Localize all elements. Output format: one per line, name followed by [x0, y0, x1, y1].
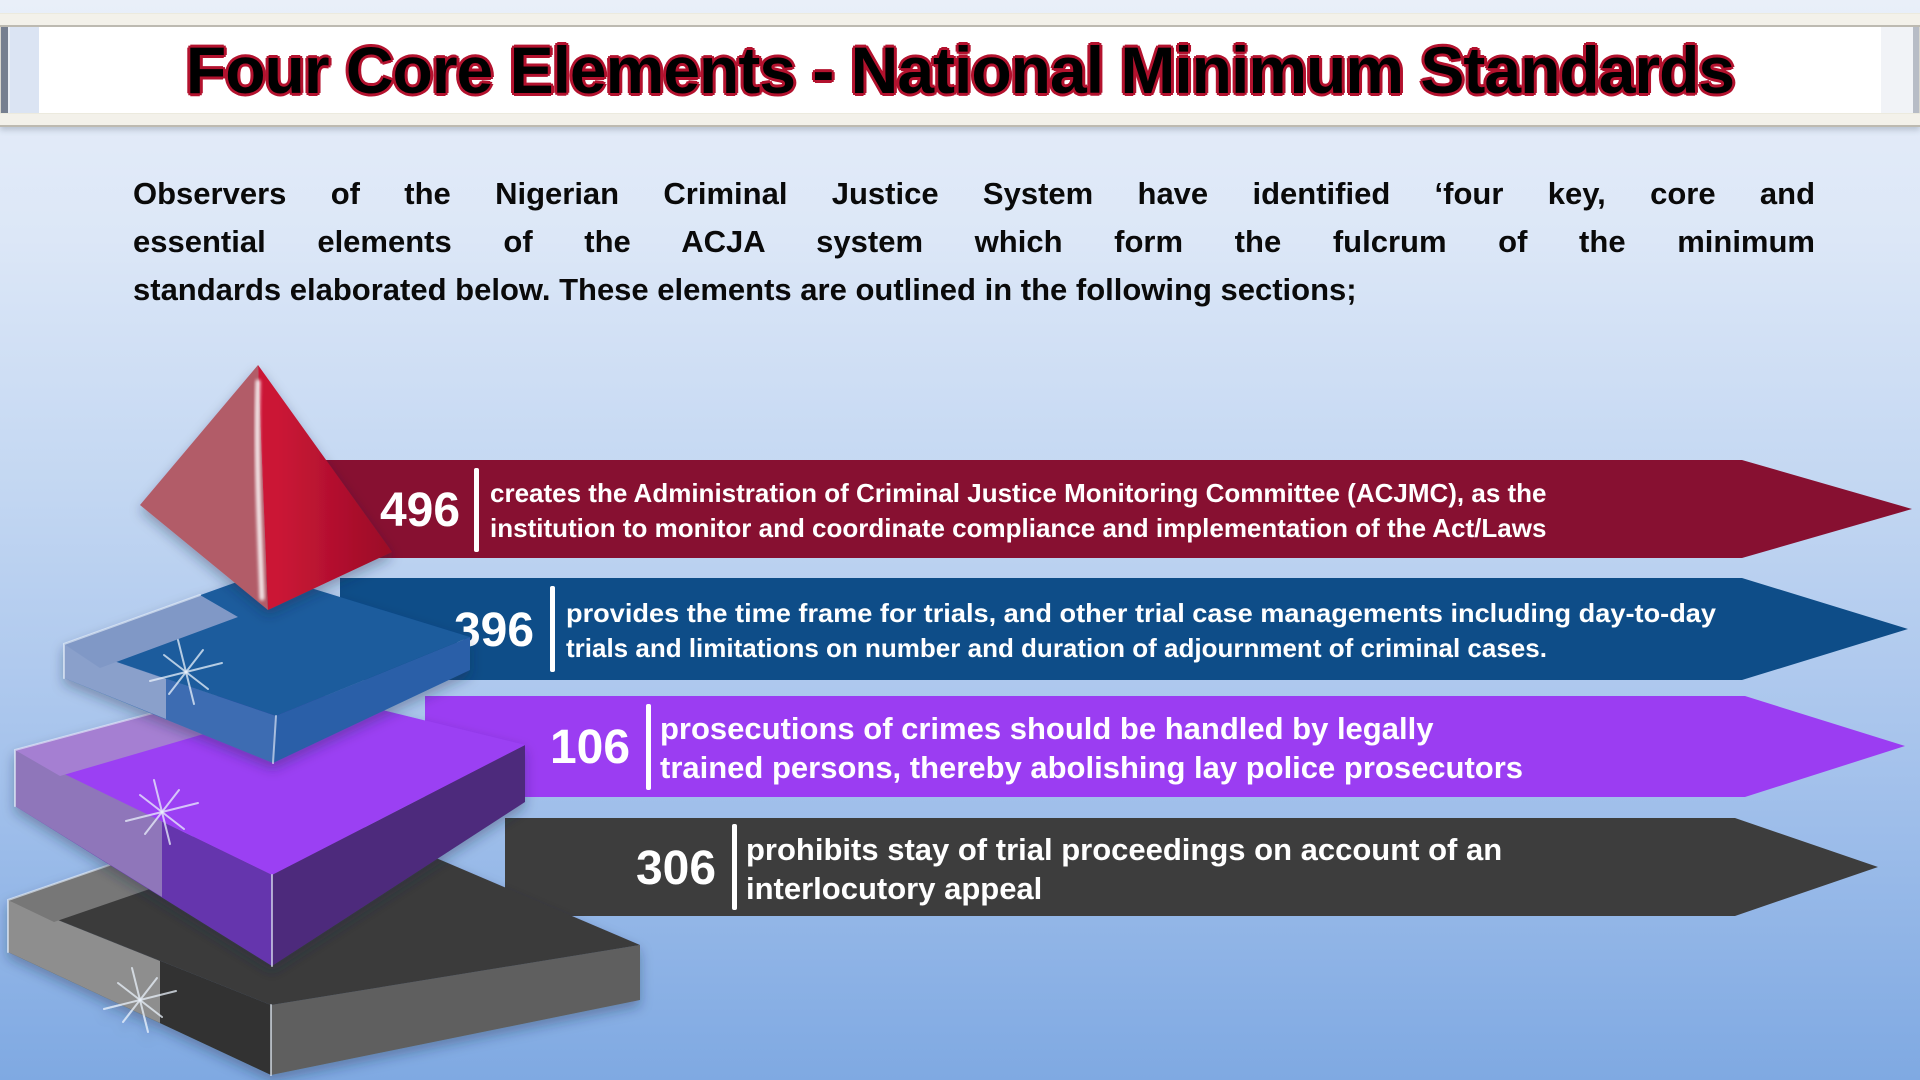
banner-496-arrow	[270, 460, 1912, 558]
title-bar-bottom-rail	[0, 113, 1920, 127]
blue-slab-sparkle	[149, 639, 223, 705]
banner-306-arrow	[505, 818, 1878, 916]
grey-slab-edge-highlight	[7, 850, 151, 953]
title-bar-left-cap	[1, 27, 39, 113]
title-bar-top-rail	[0, 13, 1920, 27]
grey-slab-front-right-face	[271, 945, 640, 1075]
title-bar-right-cap	[1881, 27, 1919, 113]
purple-slab-sparkle	[125, 779, 199, 845]
intro-line-2: essential elements of the ACJA system wh…	[133, 224, 1815, 259]
pyramid-level-red	[140, 365, 392, 610]
blue-slab-edge-highlight	[63, 594, 201, 679]
red-pyramid-left-face	[140, 365, 268, 610]
banner-106-line-1: prosecutions of crimes should be handled…	[660, 711, 1434, 746]
blue-slab-top-bevel	[64, 595, 238, 668]
grey-slab-sparkle	[103, 967, 177, 1033]
banner-396-arrow	[340, 578, 1908, 680]
red-pyramid-gloss-highlight	[254, 379, 265, 601]
banner-106-divider	[646, 704, 651, 790]
page-title: Four Core Elements - National Minimum St…	[185, 33, 1735, 107]
banner-396: 396 provides the time frame for trials, …	[340, 578, 1908, 680]
banner-106-arrow	[425, 696, 1905, 797]
purple-slab-front-right-face	[272, 745, 525, 966]
intro-paragraph: Observers of the Nigerian Criminal Justi…	[133, 170, 1815, 314]
pyramid-level-purple	[14, 682, 525, 967]
banner-396-line-2: trials and limitations on number and dur…	[566, 633, 1547, 663]
banner-496: 496 creates the Administration of Crimin…	[270, 460, 1912, 558]
banner-306-line-2: interlocutory appeal	[746, 871, 1042, 906]
title-bar: Four Core Elements - National Minimum St…	[0, 13, 1920, 127]
pyramid-level-blue	[63, 573, 470, 764]
banner-106-line-2: trained persons, thereby abolishing lay …	[660, 750, 1523, 785]
purple-slab-edge-highlight	[14, 708, 169, 807]
banner-106: 106 prosecutions of crimes should be han…	[425, 696, 1905, 797]
intro-line-1: Observers of the Nigerian Criminal Justi…	[133, 176, 1815, 211]
banner-306-number: 306	[636, 842, 716, 895]
banner-306: 306 prohibits stay of trial proceedings …	[505, 818, 1878, 916]
purple-slab-front-left-bevel	[15, 750, 162, 897]
title-bar-body: Four Core Elements - National Minimum St…	[0, 27, 1920, 113]
banner-306-line-1: prohibits stay of trial proceedings on a…	[746, 832, 1502, 867]
banner-496-line-1: creates the Administration of Criminal J…	[490, 478, 1547, 508]
grey-slab-front-left-bevel	[8, 900, 160, 1023]
banner-496-divider	[474, 468, 479, 552]
blue-slab-front-edge	[272, 715, 277, 764]
red-pyramid-right-face	[258, 365, 392, 610]
purple-slab-top-bevel	[15, 709, 214, 776]
intro-line-3: standards elaborated below. These elemen…	[133, 272, 1357, 307]
banner-496-line-2: institution to monitor and coordinate co…	[490, 513, 1546, 543]
banner-396-line-1: provides the time frame for trials, and …	[566, 598, 1717, 628]
banner-106-number: 106	[550, 721, 630, 774]
blue-slab-front-left-bevel	[64, 644, 166, 719]
banner-306-divider	[732, 824, 737, 910]
blue-slab-front-right-face	[273, 637, 470, 763]
banner-396-divider	[550, 586, 555, 672]
banner-496-number: 496	[380, 484, 460, 537]
